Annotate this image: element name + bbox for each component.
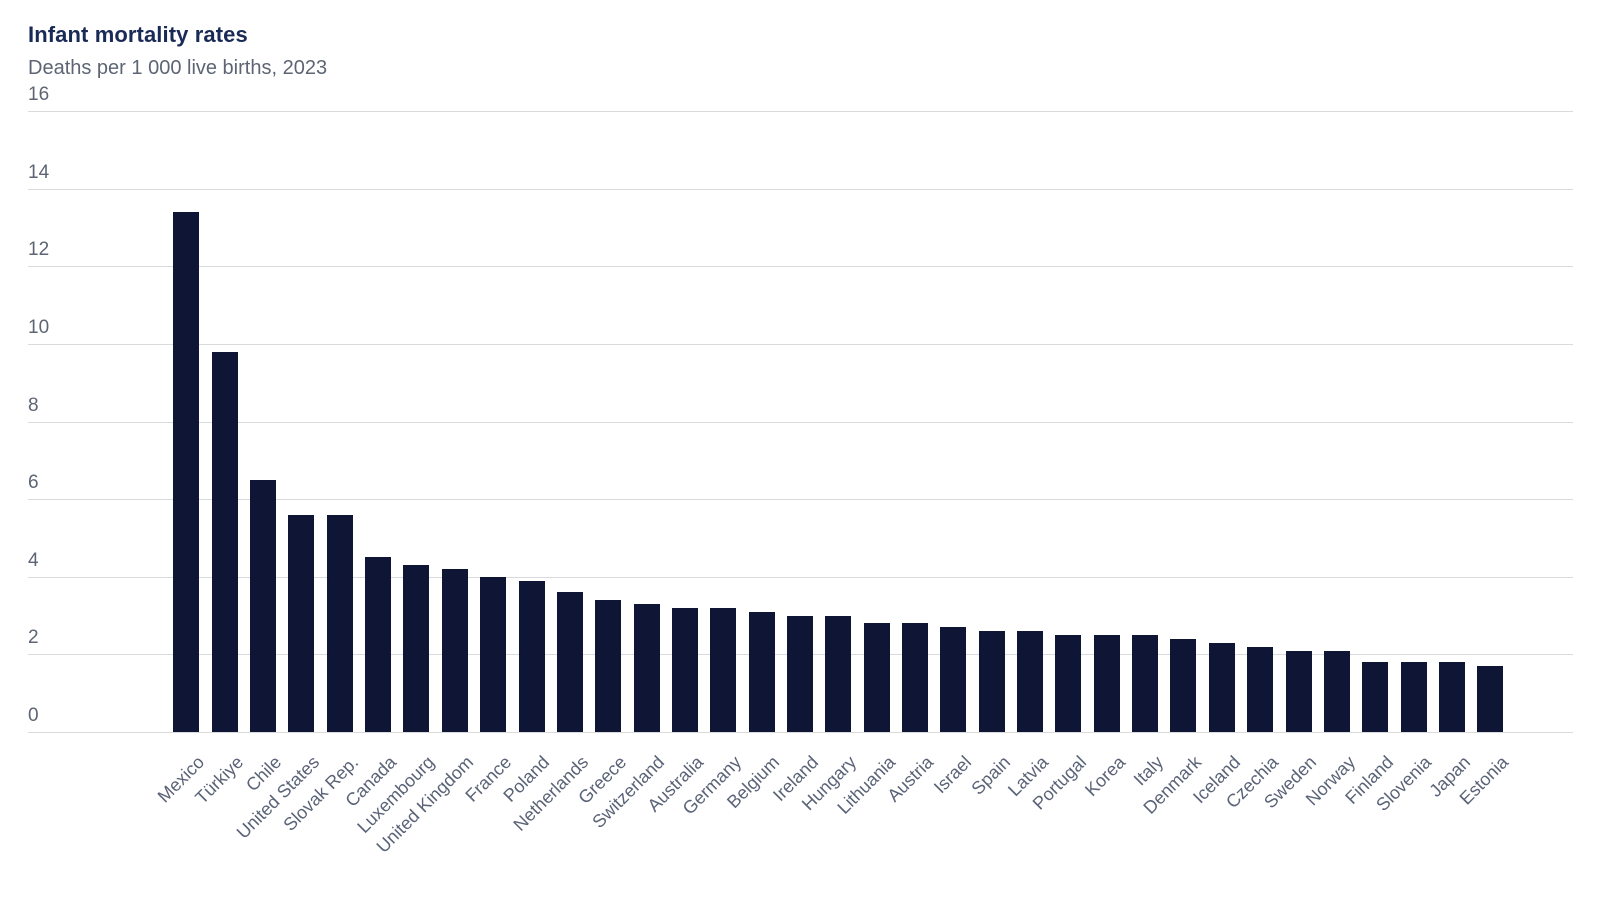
bar-chile <box>250 479 276 732</box>
y-tick-label: 12 <box>28 239 50 261</box>
bar-mexico <box>173 212 200 732</box>
gridline-y-12 <box>28 266 1573 268</box>
y-tick-label: 0 <box>28 705 39 726</box>
gridline-y-14 <box>28 188 1573 190</box>
x-tick-label: Korea <box>1080 752 1129 801</box>
bar-france <box>480 576 507 732</box>
bar-spain <box>978 631 1005 732</box>
bar-iceland <box>1208 642 1235 732</box>
gridline-y-8 <box>28 421 1573 423</box>
bar-canada <box>365 557 392 732</box>
bar-lithuania <box>863 623 890 732</box>
bar-austria <box>902 623 928 732</box>
chart-title: Infant mortality rates <box>28 22 248 47</box>
bar-italy <box>1132 635 1158 732</box>
bar-germany <box>710 607 737 732</box>
y-tick-label: 2 <box>28 627 39 649</box>
gridline-y-10 <box>28 344 1573 345</box>
gridline-y-6 <box>28 499 1573 501</box>
x-tick-label: Israel <box>930 752 976 798</box>
bar-greece <box>595 600 622 732</box>
bar-united-states <box>288 514 315 732</box>
bar-finland <box>1362 662 1389 732</box>
y-tick-label: 14 <box>28 161 50 183</box>
bar-netherlands <box>556 592 583 732</box>
bar-luxembourg <box>403 565 430 732</box>
bar-sweden <box>1285 650 1312 732</box>
gridline-y-16 <box>28 111 1573 113</box>
bar-ireland <box>786 615 813 732</box>
x-tick-label: Spain <box>967 752 1014 799</box>
bar-australia <box>671 607 698 732</box>
bar-poland <box>518 580 545 732</box>
bar-united-kingdom <box>441 569 468 732</box>
bar-hungary <box>825 615 852 732</box>
bar-latvia <box>1017 631 1043 732</box>
bar-israel <box>940 627 967 732</box>
bar-switzerland <box>633 604 660 732</box>
bar-t-rkiye <box>211 351 238 732</box>
chart-subtitle: Deaths per 1 000 live births, 2023 <box>28 57 328 79</box>
y-tick-label: 4 <box>28 549 39 571</box>
gridline-y-0 <box>28 732 1573 733</box>
y-tick-label: 16 <box>28 84 50 106</box>
bar-korea <box>1093 635 1120 732</box>
gridline-y-4 <box>28 576 1573 578</box>
bar-slovak-rep- <box>326 514 353 732</box>
y-tick-label: 10 <box>28 317 50 338</box>
bar-estonia <box>1477 666 1504 732</box>
bar-japan <box>1438 662 1465 732</box>
bar-slovenia <box>1400 662 1427 732</box>
bar-czechia <box>1247 646 1274 732</box>
y-tick-label: 6 <box>28 472 39 494</box>
y-tick-label: 8 <box>28 394 39 416</box>
bar-portugal <box>1055 635 1082 732</box>
bar-belgium <box>748 611 775 732</box>
bar-norway <box>1323 650 1350 732</box>
bar-denmark <box>1170 638 1197 732</box>
